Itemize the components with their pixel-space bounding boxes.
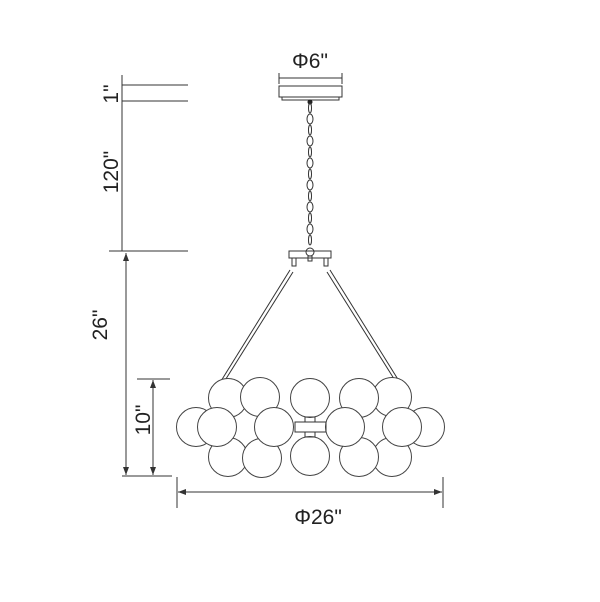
- hanging-bracket: [288, 247, 332, 267]
- chain-link: [306, 223, 314, 235]
- chain-link: [306, 157, 314, 169]
- canopy-height-label: 1": [100, 84, 123, 103]
- chain: [306, 99, 314, 246]
- chain-link: [306, 201, 314, 213]
- body-height-label: 10": [132, 405, 155, 436]
- chain-link: [306, 135, 314, 147]
- chain-link: [308, 212, 312, 224]
- width-dimension-lines: [176, 477, 444, 508]
- chain-link: [308, 168, 312, 180]
- height-dimension-lines: [109, 75, 188, 477]
- globe: [290, 436, 330, 476]
- chain-link: [308, 102, 312, 114]
- chain-link: [306, 179, 314, 191]
- center-hub: [294, 416, 327, 438]
- chain-length-label: 120": [100, 151, 123, 194]
- body-diameter-label: Φ26": [294, 506, 342, 529]
- globe: [197, 407, 237, 447]
- support-rods: [220, 269, 400, 383]
- canopy-diameter-label: Φ6": [292, 50, 328, 73]
- globe: [254, 407, 294, 447]
- canopy-dimension: [278, 73, 343, 84]
- globes: [176, 377, 445, 478]
- overall-height-label: 26": [89, 310, 112, 341]
- globe: [290, 378, 330, 418]
- chain-link: [308, 234, 312, 246]
- globe: [382, 407, 422, 447]
- chain-link: [308, 124, 312, 136]
- canopy: [278, 85, 343, 101]
- globe: [325, 407, 365, 447]
- chain-link: [308, 146, 312, 158]
- chain-link: [308, 190, 312, 202]
- chain-link: [306, 113, 314, 125]
